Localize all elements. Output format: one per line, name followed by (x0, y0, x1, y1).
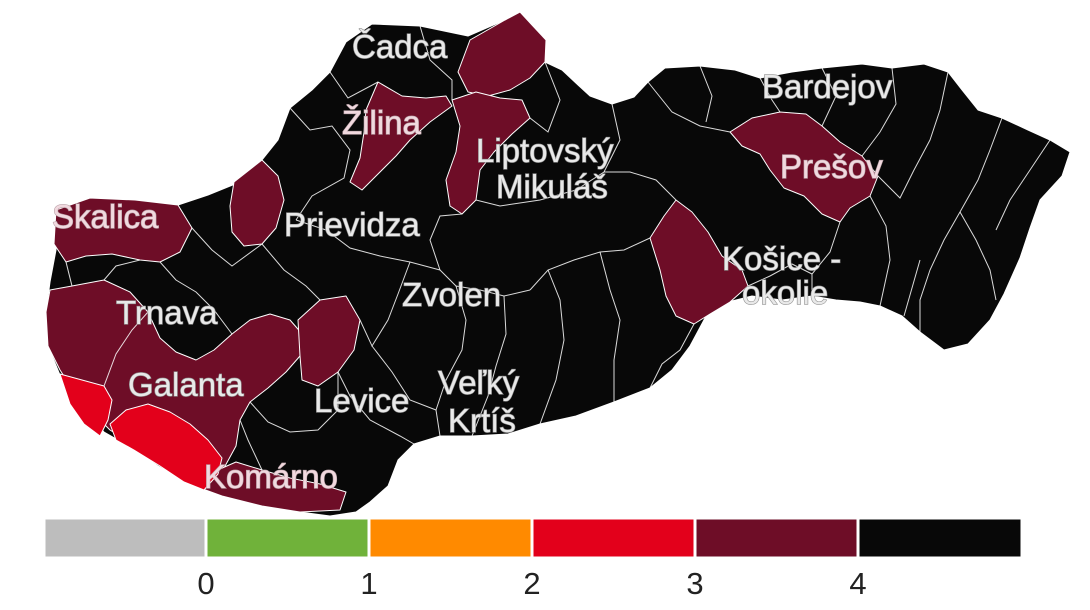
district-area-3-4-komarno (199, 461, 347, 513)
legend-tick-3: 3 (686, 566, 703, 601)
map-label-zvolen: Zvolen (402, 276, 501, 313)
map-label-krtis: Krtíš (448, 402, 516, 439)
district-area-3-4-nitra-east (297, 295, 361, 387)
district-area-3-4-zilina (349, 81, 453, 191)
district-area-3-4-presov (729, 111, 879, 223)
map-label-komarno: Komárno (204, 458, 338, 495)
district-area-2-3-west (59, 373, 113, 437)
map-label-kosice: Košice - (722, 240, 841, 277)
legend-tick-0: 0 (197, 566, 214, 601)
district-borders (65, 25, 1051, 471)
map-label-levice: Levice (314, 382, 409, 419)
map-label-bardejov: Bardejov (762, 68, 893, 105)
map-label-galanta: Galanta (128, 366, 244, 403)
map-label-zilina: Žilina (342, 104, 422, 141)
map-label-mikulas: Mikuláš (496, 168, 608, 205)
legend-segment-0-1 (204, 516, 371, 560)
map-label-skalica: Skalica (52, 198, 159, 235)
legend-segment-3-4 (693, 516, 860, 560)
map-label-velky: Veľký (438, 364, 520, 401)
map-label-cadca: Čadca (352, 28, 448, 65)
legend-tick-4: 4 (849, 566, 866, 601)
legend-tick-1: 1 (360, 566, 377, 601)
district-area-3-4-cadca-north (457, 11, 547, 97)
district-area-2-3-dunajska-streda (109, 403, 223, 491)
map-label-presov: Prešov (780, 148, 883, 185)
map-label-liptovsky: Liptovský (476, 132, 614, 169)
legend-ticks: 0 1 2 3 4 (197, 566, 866, 601)
legend-segment-no-data (42, 516, 208, 560)
legend-tick-2: 2 (523, 566, 540, 601)
legend-color-bar (42, 516, 1024, 560)
legend-segment-2-3 (530, 516, 697, 560)
district-area-3-4-myjava (229, 159, 285, 247)
map-label-okolie: okolie (742, 274, 828, 311)
legend-segment-1-2 (367, 516, 534, 560)
legend-segment-4-plus (856, 516, 1024, 560)
map-label-prievidza: Prievidza (284, 206, 420, 243)
district-area-3-4-liptov (445, 91, 531, 215)
map-label-trnava: Trnava (116, 294, 218, 331)
map-labels: Čadca Žilina Bardejov Liptovský Mikuláš … (51, 27, 893, 495)
